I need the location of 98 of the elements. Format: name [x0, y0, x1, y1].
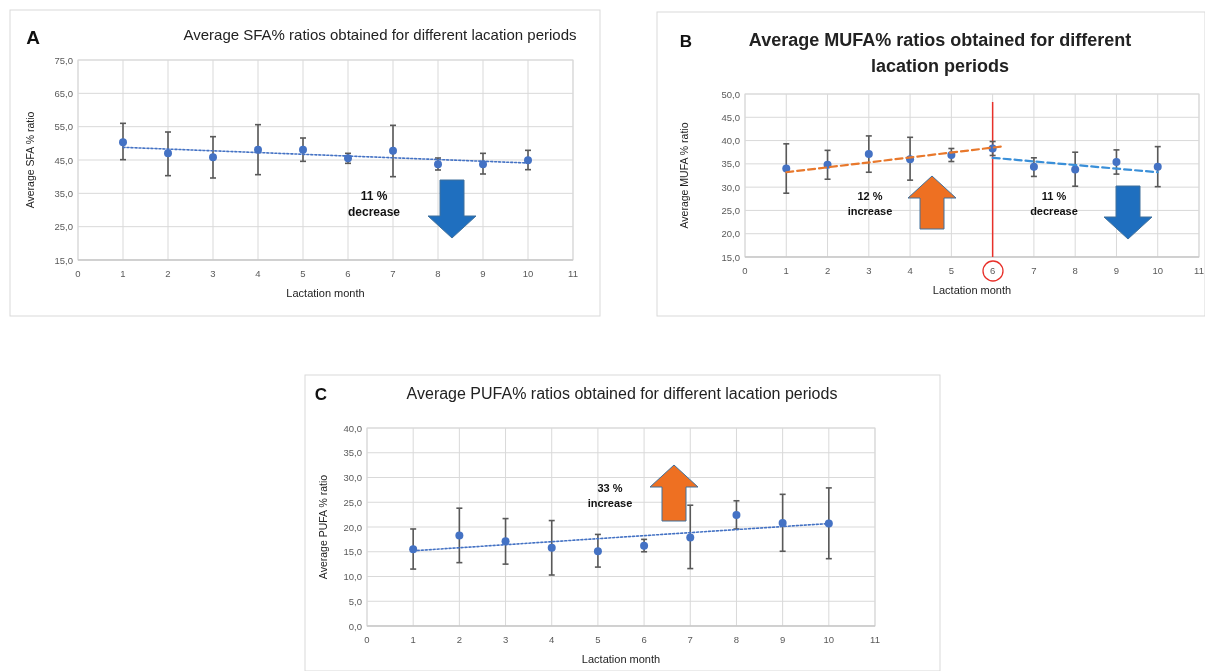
y-axis-title: Average SFA % ratio	[24, 111, 36, 209]
point	[778, 519, 787, 528]
x-tick-label: 9	[779, 634, 786, 645]
annotation: 33 % increase	[587, 482, 633, 509]
y-tick-label: 35,0	[54, 187, 73, 199]
point	[1029, 162, 1038, 171]
y-tick-label: 40,0	[721, 135, 740, 147]
point	[299, 145, 307, 154]
x-tick-label: 2	[456, 634, 463, 645]
chart-title: Average PUFA% ratios obtained for different lacation periods	[406, 385, 838, 402]
y-tick-label: 0,0	[348, 620, 362, 632]
y-tick-label: 25,0	[721, 204, 740, 216]
x-tick-label: 6	[989, 265, 996, 276]
x-tick-label: 11	[568, 268, 578, 279]
x-axis-title: Lactation month	[581, 653, 661, 665]
chart-title: Average MUFA% ratios obtained for different lacation periods	[748, 30, 1132, 76]
point	[1153, 162, 1162, 171]
x-tick-label: 10	[823, 634, 835, 645]
y-tick-label: 25,0	[54, 221, 73, 233]
x-tick-label: 3	[866, 265, 872, 276]
x-tick-label: 7	[1031, 265, 1037, 276]
x-tick-label: 8	[435, 268, 441, 279]
y-tick-label: 20,0	[721, 228, 740, 240]
point	[409, 545, 418, 554]
y-tick-label: 65,0	[54, 87, 73, 99]
x-axis-title: Lactation month	[286, 287, 365, 299]
y-axis-title: Average PUFA % ratio	[317, 474, 329, 580]
annotation: 12 % increase	[847, 190, 893, 217]
y-tick-label: 45,0	[721, 111, 740, 123]
text: A	[26, 27, 41, 48]
point	[479, 160, 487, 169]
x-tick-label: 5	[595, 634, 601, 645]
x-tick-label: 6	[345, 268, 351, 279]
annotation: 11 % decrease	[1030, 190, 1078, 217]
point	[524, 156, 532, 165]
point	[389, 146, 397, 155]
point	[209, 153, 217, 162]
text: C	[314, 385, 328, 404]
x-tick-label: 1	[783, 265, 789, 276]
point	[254, 145, 262, 154]
y-tick-label: 75,0	[54, 54, 73, 66]
point	[864, 150, 873, 159]
y-tick-label: 40,0	[343, 422, 362, 434]
point	[686, 533, 695, 542]
x-tick-label: 0	[75, 268, 81, 279]
y-tick-label: 35,0	[721, 158, 740, 170]
y-tick-label: 30,0	[721, 181, 740, 193]
x-tick-label: 1	[410, 634, 416, 645]
x-tick-label: 5	[300, 268, 306, 279]
x-tick-label: 10	[1152, 265, 1164, 276]
chart-title: Average SFA% ratios obtained for different lacation periods	[183, 26, 577, 43]
y-tick-label: 10,0	[343, 571, 362, 582]
point	[640, 541, 649, 550]
x-axis-title: Lactation month	[932, 284, 1012, 296]
point	[593, 547, 602, 556]
y-tick-label: 45,0	[54, 154, 73, 166]
x-tick-label: 0	[364, 634, 370, 645]
x-tick-label: 2	[165, 268, 171, 279]
y-tick-label: 55,0	[54, 121, 73, 133]
x-tick-label: 3	[502, 634, 509, 645]
x-tick-label: 9	[1113, 265, 1120, 276]
x-tick-label: 8	[733, 634, 740, 645]
x-tick-label: 4	[549, 634, 555, 645]
y-tick-label: 35,0	[343, 447, 362, 459]
x-tick-label: 5	[948, 265, 955, 276]
point	[164, 149, 172, 158]
y-tick-label: 25,0	[343, 496, 362, 508]
y-tick-label: 20,0	[343, 521, 362, 533]
y-tick-label: 50,0	[721, 88, 740, 100]
y-tick-label: 5,0	[348, 595, 362, 607]
point	[1112, 157, 1121, 166]
y-tick-label: 30,0	[343, 472, 362, 483]
point	[547, 543, 556, 552]
x-tick-label: 8	[1072, 265, 1078, 276]
point	[1071, 165, 1080, 174]
text: B	[679, 32, 693, 51]
x-tick-label: 10	[522, 268, 534, 279]
point	[455, 531, 464, 540]
x-tick-label: 7	[390, 268, 396, 279]
y-tick-label: 15,0	[721, 251, 740, 263]
x-tick-label: 11	[870, 634, 880, 645]
x-tick-label: 2	[824, 265, 831, 276]
x-tick-label: 3	[210, 268, 216, 279]
x-tick-label: 9	[480, 268, 486, 279]
x-tick-label: 4	[907, 265, 913, 276]
point	[732, 511, 741, 520]
point	[501, 537, 510, 546]
annotation: 11 % decrease	[347, 189, 401, 219]
x-tick-label: 11	[1194, 265, 1204, 276]
x-tick-label: 6	[641, 634, 647, 645]
y-tick-label: 15,0	[343, 546, 362, 558]
point	[119, 138, 127, 147]
y-axis-title: Average MUFA % ratio	[678, 122, 690, 229]
x-tick-label: 4	[255, 268, 261, 279]
x-tick-label: 0	[742, 265, 748, 276]
x-tick-label: 7	[687, 634, 693, 645]
x-tick-label: 1	[120, 268, 126, 279]
y-tick-label: 15,0	[54, 254, 73, 266]
